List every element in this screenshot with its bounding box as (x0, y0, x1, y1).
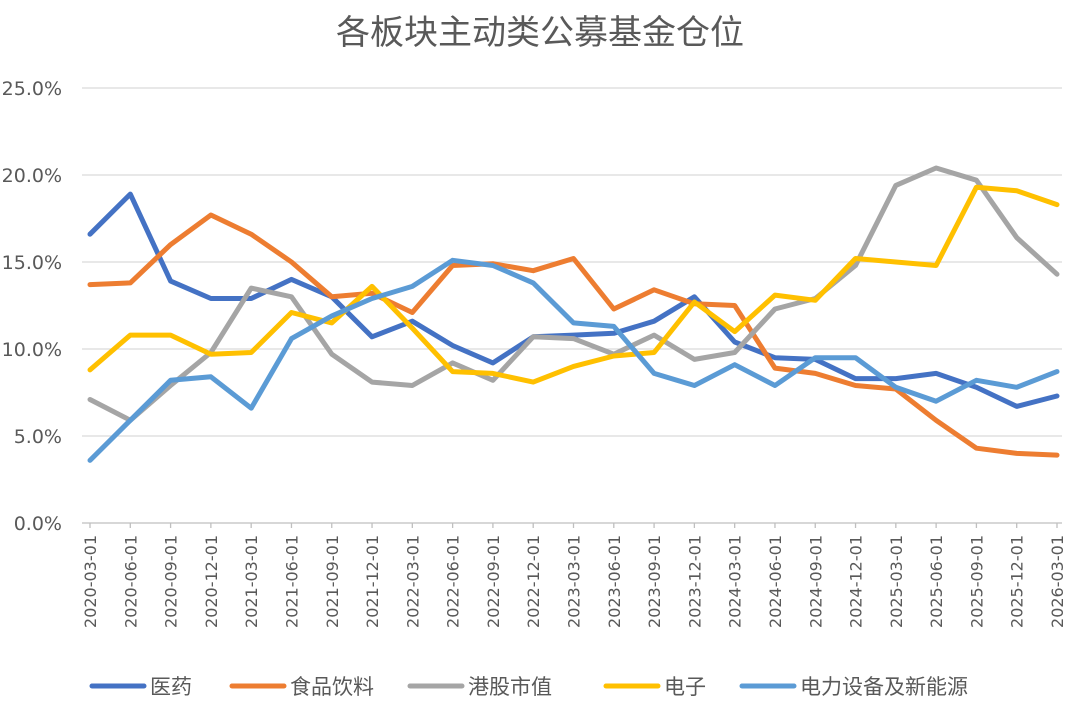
x-tick-label: 2022-03-01 (403, 535, 422, 628)
x-tick-label: 2021-03-01 (242, 535, 261, 628)
x-tick-label: 2024-03-01 (726, 535, 745, 628)
x-tick-label: 2026-03-01 (1048, 535, 1067, 628)
y-tick-label: 20.0% (2, 165, 62, 187)
y-tick-label: 0.0% (14, 513, 62, 535)
legend-label: 医药 (150, 675, 192, 699)
legend-label: 港股市值 (468, 675, 552, 699)
series-lines (87, 165, 1060, 463)
grid-lines (82, 87, 1062, 524)
y-tick-label: 25.0% (2, 78, 62, 100)
x-tick-label: 2025-09-01 (967, 535, 986, 628)
series-line-4 (87, 257, 1060, 463)
series-line-0 (87, 191, 1060, 409)
x-tick-label: 2023-09-01 (645, 535, 664, 628)
x-tick-label: 2023-12-01 (685, 535, 704, 628)
x-tick-label: 2023-03-01 (565, 535, 584, 628)
x-tick-label: 2022-06-01 (444, 535, 463, 628)
x-tick-label: 2020-12-01 (202, 535, 221, 628)
legend: 医药 食品饮料 港股市值 电子 电力设备及新能源 (89, 675, 968, 699)
x-tick-label: 2024-06-01 (766, 535, 785, 628)
series-line-3 (87, 184, 1060, 385)
y-tick-label: 5.0% (14, 426, 62, 448)
x-axis-ticks: 2020-03-01 2020-06-01 2020-09-01 2020-12-01… (81, 523, 1067, 628)
x-tick-label: 2023-06-01 (605, 535, 624, 628)
x-tick-label: 2020-06-01 (121, 535, 140, 628)
x-tick-label: 2020-09-01 (162, 535, 181, 628)
legend-label: 电子 (664, 675, 706, 699)
y-tick-label: 10.0% (2, 339, 62, 361)
x-tick-label: 2021-09-01 (323, 535, 342, 628)
x-tick-label: 2022-09-01 (484, 535, 503, 628)
legend-label: 食品饮料 (290, 675, 374, 699)
x-tick-label: 2021-12-01 (363, 535, 382, 628)
x-tick-label: 2020-03-01 (81, 535, 100, 628)
x-tick-label: 2024-09-01 (806, 535, 825, 628)
x-tick-label: 2025-06-01 (927, 535, 946, 628)
x-tick-label: 2024-12-01 (847, 535, 866, 628)
y-axis-ticks: 0.0% 5.0% 10.0% 15.0% 20.0% 25.0% (2, 78, 62, 535)
x-tick-label: 2021-06-01 (282, 535, 301, 628)
y-tick-label: 15.0% (2, 252, 62, 274)
legend-label: 电力设备及新能源 (800, 675, 968, 699)
x-tick-label: 2025-03-01 (887, 535, 906, 628)
series-line-2 (87, 165, 1060, 423)
x-tick-label: 2025-12-01 (1008, 535, 1027, 628)
x-tick-label: 2022-12-01 (524, 535, 543, 628)
chart-title: 各板块主动类公募基金仓位 (336, 13, 744, 53)
